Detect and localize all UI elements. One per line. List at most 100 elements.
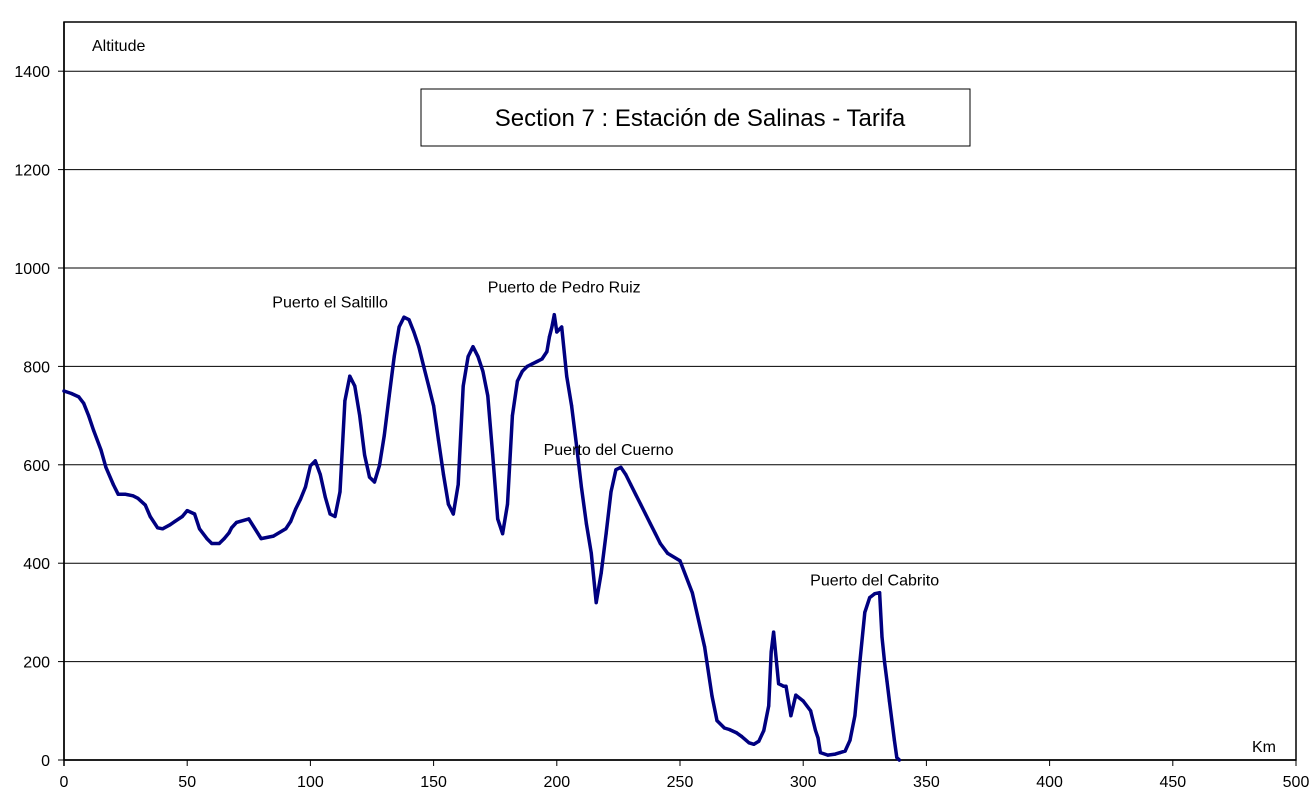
annotation-label: Puerto del Cuerno [544, 442, 674, 459]
data-point [124, 492, 128, 496]
data-point [358, 414, 362, 418]
data-point [619, 465, 623, 469]
data-point [666, 551, 670, 556]
y-tick-label-800: 800 [23, 359, 50, 376]
data-point [185, 509, 189, 513]
data-point [343, 399, 347, 403]
data-point [338, 490, 342, 494]
data-point [813, 728, 818, 733]
data-point [826, 753, 830, 757]
data-point [496, 517, 500, 521]
data-point [624, 473, 628, 477]
x-tick-label-200: 200 [543, 774, 570, 791]
data-point [735, 731, 739, 735]
data-point [99, 448, 103, 452]
data-point [552, 313, 556, 317]
data-point [461, 384, 465, 388]
y-tick-label-400: 400 [23, 556, 50, 573]
data-point [210, 541, 214, 546]
data-point [412, 330, 416, 334]
data-point [658, 541, 662, 546]
data-point [505, 502, 510, 506]
data-point [848, 738, 852, 742]
data-point [545, 350, 549, 354]
data-point [515, 379, 520, 383]
data-point [589, 551, 593, 556]
data-point [648, 522, 653, 526]
data-point [853, 714, 857, 718]
data-point [217, 541, 221, 546]
data-point [69, 391, 73, 396]
data-point [843, 749, 847, 753]
data-point [353, 384, 357, 388]
data-point [227, 531, 231, 535]
x-tick-label-300: 300 [790, 774, 817, 791]
x-tick-label-450: 450 [1159, 774, 1186, 791]
data-point [471, 345, 475, 349]
data-point [197, 527, 202, 531]
data-point [289, 519, 293, 524]
data-point [565, 374, 569, 378]
y-tick-label-1200: 1200 [14, 163, 50, 180]
data-point [629, 482, 633, 487]
data-point [62, 389, 66, 393]
data-point [690, 591, 694, 595]
data-point [727, 727, 731, 732]
data-point [762, 728, 766, 733]
data-point [579, 485, 584, 489]
data-point [525, 364, 529, 368]
data-point [634, 492, 638, 496]
data-point [614, 468, 618, 472]
data-point [436, 438, 441, 442]
series-group [62, 312, 902, 762]
data-point [402, 315, 406, 319]
data-point [143, 503, 147, 507]
data-point [609, 490, 613, 494]
data-point [550, 325, 554, 329]
data-point [348, 374, 352, 378]
data-point [890, 719, 894, 723]
title-frame [420, 88, 971, 147]
data-point [510, 414, 514, 418]
x-tick-label-250: 250 [667, 774, 694, 791]
data-point [678, 559, 682, 563]
data-point [794, 693, 798, 697]
data-point [892, 738, 897, 742]
data-point [757, 739, 761, 743]
data-point [540, 357, 544, 361]
data-point [789, 714, 793, 718]
data-point [858, 660, 862, 664]
data-point [323, 495, 327, 499]
data-point [486, 394, 490, 398]
data-point [168, 523, 172, 527]
data-point [897, 758, 901, 762]
data-point [530, 362, 534, 366]
data-point [148, 514, 152, 519]
data-point [555, 330, 559, 334]
data-point [367, 475, 372, 479]
data-point [456, 482, 460, 487]
grid-lines [64, 70, 1296, 663]
data-point [599, 571, 603, 575]
data-point [880, 635, 884, 639]
data-point [451, 512, 455, 516]
x-tick-label-500: 500 [1283, 774, 1310, 791]
data-point [446, 502, 450, 506]
data-point [781, 684, 786, 688]
x-tick-label-100: 100 [297, 774, 324, 791]
data-point [747, 741, 751, 745]
data-point [777, 682, 781, 686]
y-tick-label-1000: 1000 [14, 261, 50, 278]
data-point [816, 736, 820, 740]
data-point [878, 591, 882, 595]
data-point [180, 514, 184, 519]
data-point [363, 453, 367, 457]
data-point [784, 684, 788, 688]
data-point [205, 537, 209, 541]
annotation-label: Puerto del Cabrito [810, 572, 939, 589]
data-point [818, 751, 823, 755]
data-point [92, 428, 96, 432]
y-tick-label-600: 600 [23, 458, 50, 475]
data-point [570, 404, 574, 408]
data-point [136, 496, 140, 500]
